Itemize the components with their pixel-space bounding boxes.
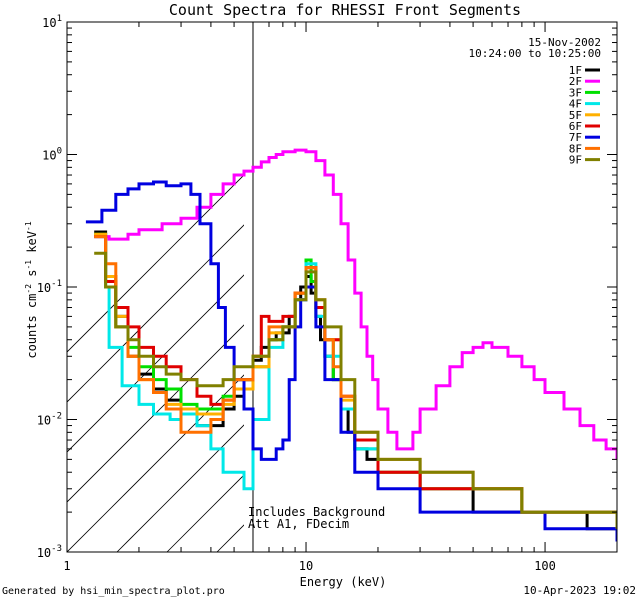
footer-timestamp: 10-Apr-2023 19:02 [523,584,636,597]
y-tick-label: 100 [42,147,62,163]
x-tick-label: 100 [534,559,556,573]
y-tick-label: 101 [42,14,62,30]
hatch-line [417,0,640,552]
legend-label-7f: 7F [569,131,582,144]
chart-title: Count Spectra for RHESSI Front Segments [169,1,521,19]
attenuator-hatch-region [67,0,640,552]
x-tick-labels: 1 10 100 [63,559,556,573]
hatch-line [317,0,640,552]
legend-label-4f: 4F [569,98,582,111]
hatch-line [67,324,244,503]
series-6f [94,235,617,529]
series-7f [85,180,617,542]
legend-label-2f: 2F [569,75,582,88]
legend-label-3f: 3F [569,86,582,99]
hatch-line [367,0,640,552]
hatch-line [467,0,640,552]
legend-label-9f: 9F [569,154,582,167]
hatch-line [67,274,244,453]
x-axis-label: Energy (keV) [300,575,387,589]
legend-label-5f: 5F [569,109,582,122]
hatch-line [67,374,244,552]
plot-frame [66,21,618,553]
y-axis-label: counts cm-2 s-1 keV-1 [24,221,39,358]
hatch-line [617,0,640,552]
y-tick-label: 10-1 [37,279,62,295]
y-tick-label: 10-2 [37,412,62,428]
legend-label-6f: 6F [569,120,582,133]
time-range-label: 10:24:00 to 10:25:00 [469,47,601,60]
y-tick-labels: 101 100 10-1 10-2 10-3 [37,14,62,560]
y-tick-label: 10-3 [37,544,62,560]
annotation-attenuator: Att A1, FDecim [248,517,349,531]
hatch-line [67,174,244,353]
date-label: 15-Nov-2002 [528,36,601,49]
legend-label-1f: 1F [569,64,582,77]
footer-generated-by: Generated by hsi_min_spectra_plot.pro [2,586,225,597]
hatch-line [116,424,244,552]
x-tick-label: 1 [63,559,70,573]
legend-label-8f: 8F [569,142,582,155]
annotation-background: Includes Background [248,505,385,519]
axis-ticks [66,21,618,553]
series-9f [94,251,617,529]
series-group [85,148,617,542]
x-tick-label: 10 [299,559,313,573]
hatch-line [267,0,640,552]
series-2f [94,148,617,460]
hatch-line [67,224,244,403]
